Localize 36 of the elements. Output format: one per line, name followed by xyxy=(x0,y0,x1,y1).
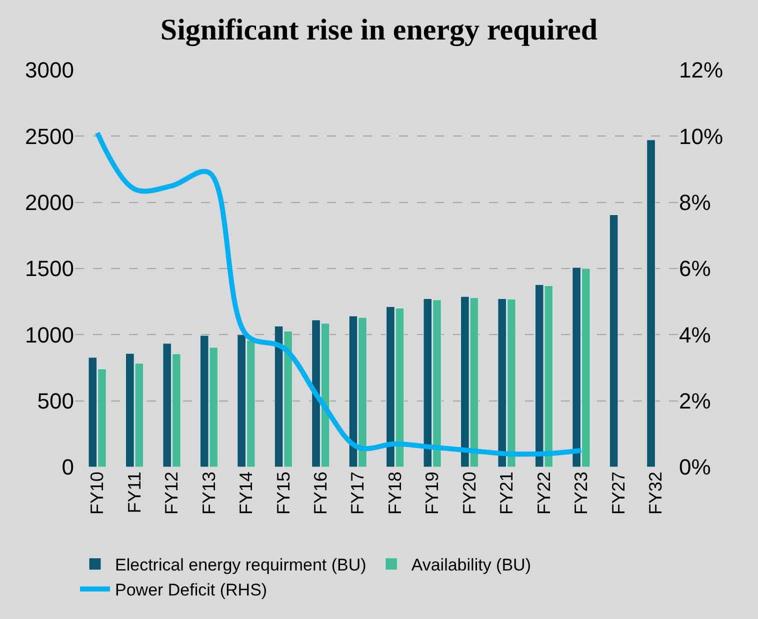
x-tick-label: FY19 xyxy=(422,472,442,515)
x-tick-label: FY10 xyxy=(87,472,108,515)
y2-tick-label: 2% xyxy=(679,388,711,414)
y2-tick-label: 10% xyxy=(679,124,724,149)
bar xyxy=(646,140,656,467)
legend-label: Power Deficit (RHS) xyxy=(115,580,268,600)
x-tick-label: FY12 xyxy=(162,472,182,515)
x-tick-label: FY15 xyxy=(273,472,294,515)
y-tick-label: 3000 xyxy=(25,58,74,83)
chart-title: Significant rise in energy required xyxy=(160,14,598,47)
x-tick-label: FY22 xyxy=(534,472,554,515)
bar xyxy=(609,214,618,467)
legend-label: Availability (BU) xyxy=(411,556,531,575)
y-tick-label: 2000 xyxy=(25,190,74,216)
legend-label: Electrical energy requirment (BU) xyxy=(115,556,366,575)
y2-tick-label: 12% xyxy=(679,58,724,83)
y-tick-label: 0 xyxy=(62,454,74,480)
y-tick-label: 500 xyxy=(37,388,74,414)
y2-tick-label: 0% xyxy=(679,454,711,480)
x-tick-label: FY13 xyxy=(198,472,219,515)
x-tick-label: FY17 xyxy=(348,472,368,515)
y-tick-label: 2500 xyxy=(25,124,74,149)
y2-tick-label: 8% xyxy=(679,190,711,216)
x-tick-label: FY16 xyxy=(310,472,331,515)
x-tick-label: FY11 xyxy=(124,472,144,514)
y2-tick-label: 6% xyxy=(679,256,711,282)
x-tick-label: FY21 xyxy=(496,472,517,515)
x-tick-label: FY27 xyxy=(608,472,628,515)
y2-tick-label: 4% xyxy=(679,322,711,348)
x-tick-label: FY18 xyxy=(384,472,405,515)
x-tick-label: FY32 xyxy=(646,472,666,515)
y-tick-label: 1000 xyxy=(25,322,74,348)
y-tick-label: 1500 xyxy=(25,256,74,282)
x-tick-label: FY23 xyxy=(571,472,592,515)
x-tick-label: FY20 xyxy=(459,472,480,515)
x-tick-label: FY14 xyxy=(236,472,256,515)
